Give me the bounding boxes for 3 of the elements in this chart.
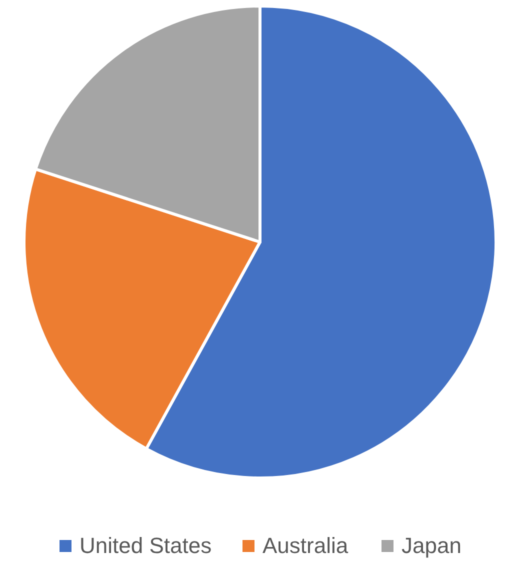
legend-label: United States: [80, 533, 212, 558]
legend-label: Japan: [402, 533, 462, 558]
legend-label: Australia: [262, 533, 349, 558]
